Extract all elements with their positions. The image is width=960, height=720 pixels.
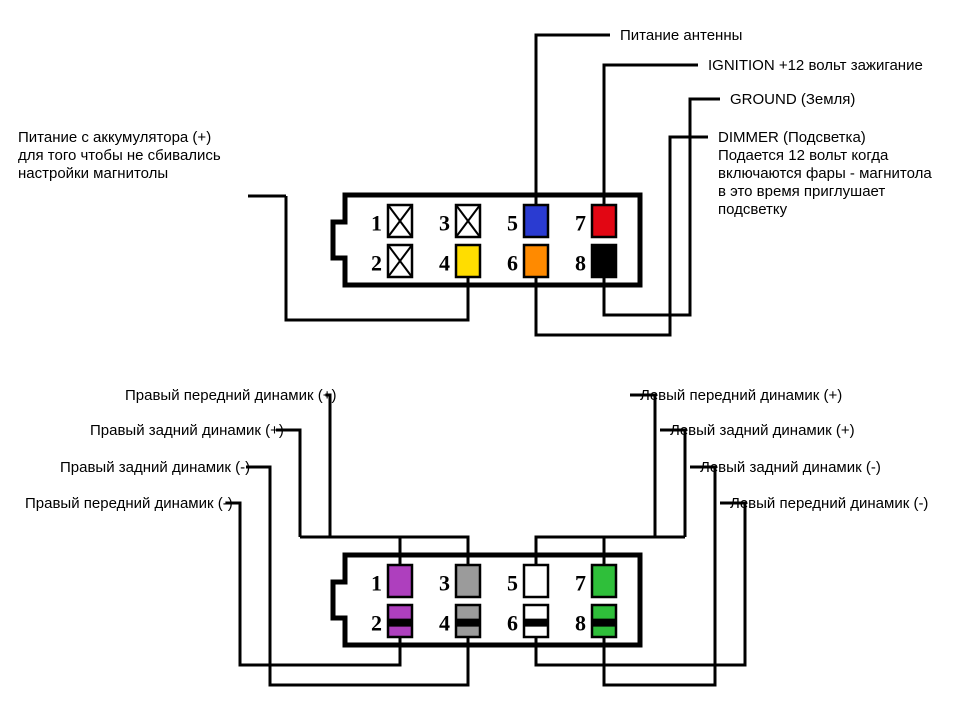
svg-text:Правый передний динамик (+): Правый передний динамик (+) bbox=[125, 387, 336, 404]
svg-text:настройки магнитолы: настройки магнитолы bbox=[18, 165, 168, 182]
svg-text:4: 4 bbox=[439, 611, 450, 636]
svg-text:2: 2 bbox=[371, 611, 382, 636]
svg-text:DIMMER (Подсветка): DIMMER (Подсветка) bbox=[718, 129, 866, 146]
svg-text:Питание антенны: Питание антенны bbox=[620, 27, 742, 44]
svg-text:5: 5 bbox=[507, 211, 518, 236]
svg-text:4: 4 bbox=[439, 251, 450, 276]
svg-text:IGNITION +12 вольт зажигание: IGNITION +12 вольт зажигание bbox=[708, 57, 923, 74]
svg-text:подсветку: подсветку bbox=[718, 201, 788, 218]
svg-text:7: 7 bbox=[575, 211, 586, 236]
svg-text:1: 1 bbox=[371, 571, 382, 596]
svg-text:в это время приглушает: в это время приглушает bbox=[718, 183, 885, 200]
svg-text:2: 2 bbox=[371, 251, 382, 276]
svg-text:6: 6 bbox=[507, 611, 518, 636]
svg-text:Левый передний динамик (-): Левый передний динамик (-) bbox=[730, 495, 928, 512]
svg-text:Правый задний динамик (+): Правый задний динамик (+) bbox=[90, 422, 284, 439]
svg-text:1: 1 bbox=[371, 211, 382, 236]
svg-text:Правый задний динамик (-): Правый задний динамик (-) bbox=[60, 459, 250, 476]
svg-text:8: 8 bbox=[575, 251, 586, 276]
svg-text:6: 6 bbox=[507, 251, 518, 276]
svg-text:Левый задний динамик (-): Левый задний динамик (-) bbox=[700, 459, 881, 476]
svg-text:7: 7 bbox=[575, 571, 586, 596]
svg-text:Левый передний динамик (+): Левый передний динамик (+) bbox=[640, 387, 842, 404]
svg-text:3: 3 bbox=[439, 571, 450, 596]
wiring-diagram: 1 2 3 4 5 6 7 8 Питание с аккумулятора (+)для то… bbox=[0, 0, 960, 720]
connector-a-power: 1 2 3 4 5 6 7 8 bbox=[333, 195, 640, 285]
svg-text:GROUND (Земля): GROUND (Земля) bbox=[730, 91, 855, 108]
svg-text:Правый передний динамик (-): Правый передний динамик (-) bbox=[25, 495, 233, 512]
svg-text:Питание с аккумулятора (+): Питание с аккумулятора (+) bbox=[18, 129, 211, 146]
svg-text:для того чтобы не сбивались: для того чтобы не сбивались bbox=[18, 147, 221, 164]
svg-text:Подается 12 вольт когда: Подается 12 вольт когда bbox=[718, 147, 889, 164]
svg-text:3: 3 bbox=[439, 211, 450, 236]
svg-text:5: 5 bbox=[507, 571, 518, 596]
svg-text:Левый задний динамик (+): Левый задний динамик (+) bbox=[670, 422, 855, 439]
svg-text:включаются фары - магнитола: включаются фары - магнитола bbox=[718, 165, 932, 182]
connector-b-speakers: 1 2 3 4 5 6 7 8 bbox=[333, 555, 640, 645]
svg-text:8: 8 bbox=[575, 611, 586, 636]
